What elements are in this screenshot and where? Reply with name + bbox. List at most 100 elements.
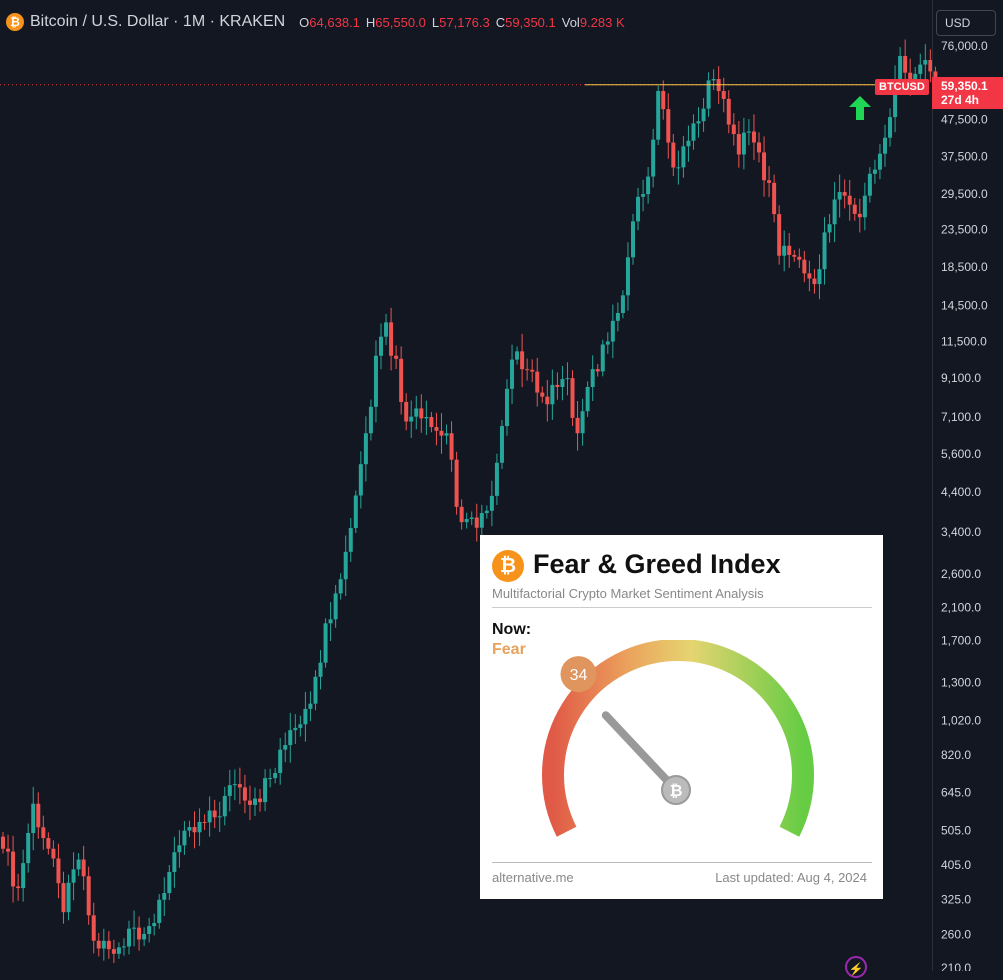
candle-body (767, 180, 772, 183)
candle-body (827, 224, 832, 233)
candle-body (106, 940, 111, 950)
candle-body (852, 204, 857, 214)
candle-body (469, 517, 474, 520)
candle-body (631, 221, 635, 258)
candle-body (31, 803, 36, 833)
y-tick-label: 505.0 (941, 824, 971, 838)
candle-body (217, 816, 222, 818)
green-up-arrow-icon (849, 96, 871, 120)
candle-body (484, 510, 489, 514)
candle-body (222, 795, 227, 817)
candle-body (343, 551, 348, 580)
candle-body (258, 798, 263, 803)
candle-body (499, 426, 504, 463)
candle-body (898, 55, 903, 81)
y-tick-label: 1,300.0 (941, 676, 981, 690)
symbol-price-label: BTCUSD (875, 79, 929, 95)
candle-body (278, 749, 283, 774)
now-label: Now: (492, 621, 532, 638)
gauge-needle (601, 711, 680, 794)
value-bubble (560, 656, 597, 693)
candle-body (837, 192, 842, 200)
candle-body (736, 134, 741, 155)
candle-body (847, 195, 852, 205)
candle-body (177, 845, 182, 853)
candle-body (76, 859, 81, 870)
candle-body (6, 848, 11, 852)
candle-body (711, 78, 716, 81)
candle-body (323, 623, 328, 663)
candle-body (46, 838, 51, 849)
fear-greed-title: Fear & Greed Index (533, 549, 781, 579)
candle-body (172, 852, 177, 872)
lightning-icon[interactable]: ⚡ (845, 956, 867, 978)
candle-body (202, 821, 207, 823)
candle-body (908, 72, 913, 82)
candle-body (36, 803, 41, 828)
candle-body (16, 886, 21, 889)
candle-body (253, 798, 257, 805)
candle-body (802, 259, 807, 274)
candle-body (21, 863, 26, 889)
y-tick-label: 11,500.0 (941, 335, 987, 349)
price-axis[interactable] (932, 0, 1003, 971)
y-tick-label: 76,000.0 (941, 39, 988, 53)
candle-body (772, 182, 777, 215)
candle-body (263, 778, 268, 803)
candle-body (86, 876, 91, 916)
candle-body (368, 406, 373, 434)
candle-body (308, 703, 313, 709)
candle-body (872, 169, 877, 174)
candle-body (903, 55, 908, 73)
candle-body (66, 882, 71, 913)
candle-body (691, 123, 696, 141)
y-tick-label: 47,500.0 (941, 113, 988, 127)
index-value: 34 (570, 667, 588, 684)
candle-body (787, 245, 792, 255)
last-price-value: 59,350.1 (941, 79, 988, 93)
candle-body (51, 848, 56, 859)
candle-body (686, 140, 691, 147)
currency-selector[interactable]: USD (936, 10, 996, 36)
y-tick-label: 210.0 (941, 961, 971, 971)
candle-body (857, 213, 862, 218)
candle-body (862, 195, 867, 218)
candle-body (479, 513, 484, 528)
ohlc-low: L57,176.3 (431, 14, 490, 30)
candle-body (1, 836, 5, 849)
bitcoin-logo-icon: ₿ (492, 550, 524, 582)
candle-body (101, 940, 106, 949)
divider (492, 607, 872, 608)
y-tick-label: 3,400.0 (941, 525, 981, 539)
candle-body (590, 369, 595, 388)
candle-body (333, 593, 338, 620)
candle-body (918, 64, 923, 74)
candle-body (550, 384, 555, 405)
candle-body (671, 142, 676, 168)
candle-body (474, 517, 479, 528)
symbol-title[interactable]: Bitcoin / U.S. Dollar · 1M · KRAKEN (30, 13, 286, 30)
gauge-hub-bitcoin-icon: ₿ (669, 781, 682, 800)
candle-body (373, 355, 378, 407)
candle-body (620, 295, 625, 313)
y-tick-label: 2,600.0 (941, 567, 981, 581)
bitcoin-icon: ₿ (6, 13, 24, 31)
candle-body (883, 137, 887, 154)
divider (492, 862, 872, 863)
y-tick-label: 2,100.0 (941, 601, 981, 615)
y-tick-label: 325.0 (941, 893, 971, 907)
candle-body (575, 417, 580, 434)
candle-body (353, 495, 358, 529)
candle-body (96, 940, 101, 949)
fear-greed-card: ₿ Fear & Greed Index Multifactorial Cryp… (480, 535, 883, 899)
ohlc-high: H65,550.0 (365, 14, 426, 30)
candle-body (676, 167, 681, 169)
candle-body (247, 800, 252, 805)
candle-body (454, 459, 459, 507)
candle-body (565, 378, 570, 380)
candle-body (701, 108, 706, 122)
candle-body (242, 787, 247, 801)
candle-body (328, 619, 333, 624)
source-link[interactable]: alternative.me (492, 870, 574, 885)
candle-body (605, 341, 610, 345)
